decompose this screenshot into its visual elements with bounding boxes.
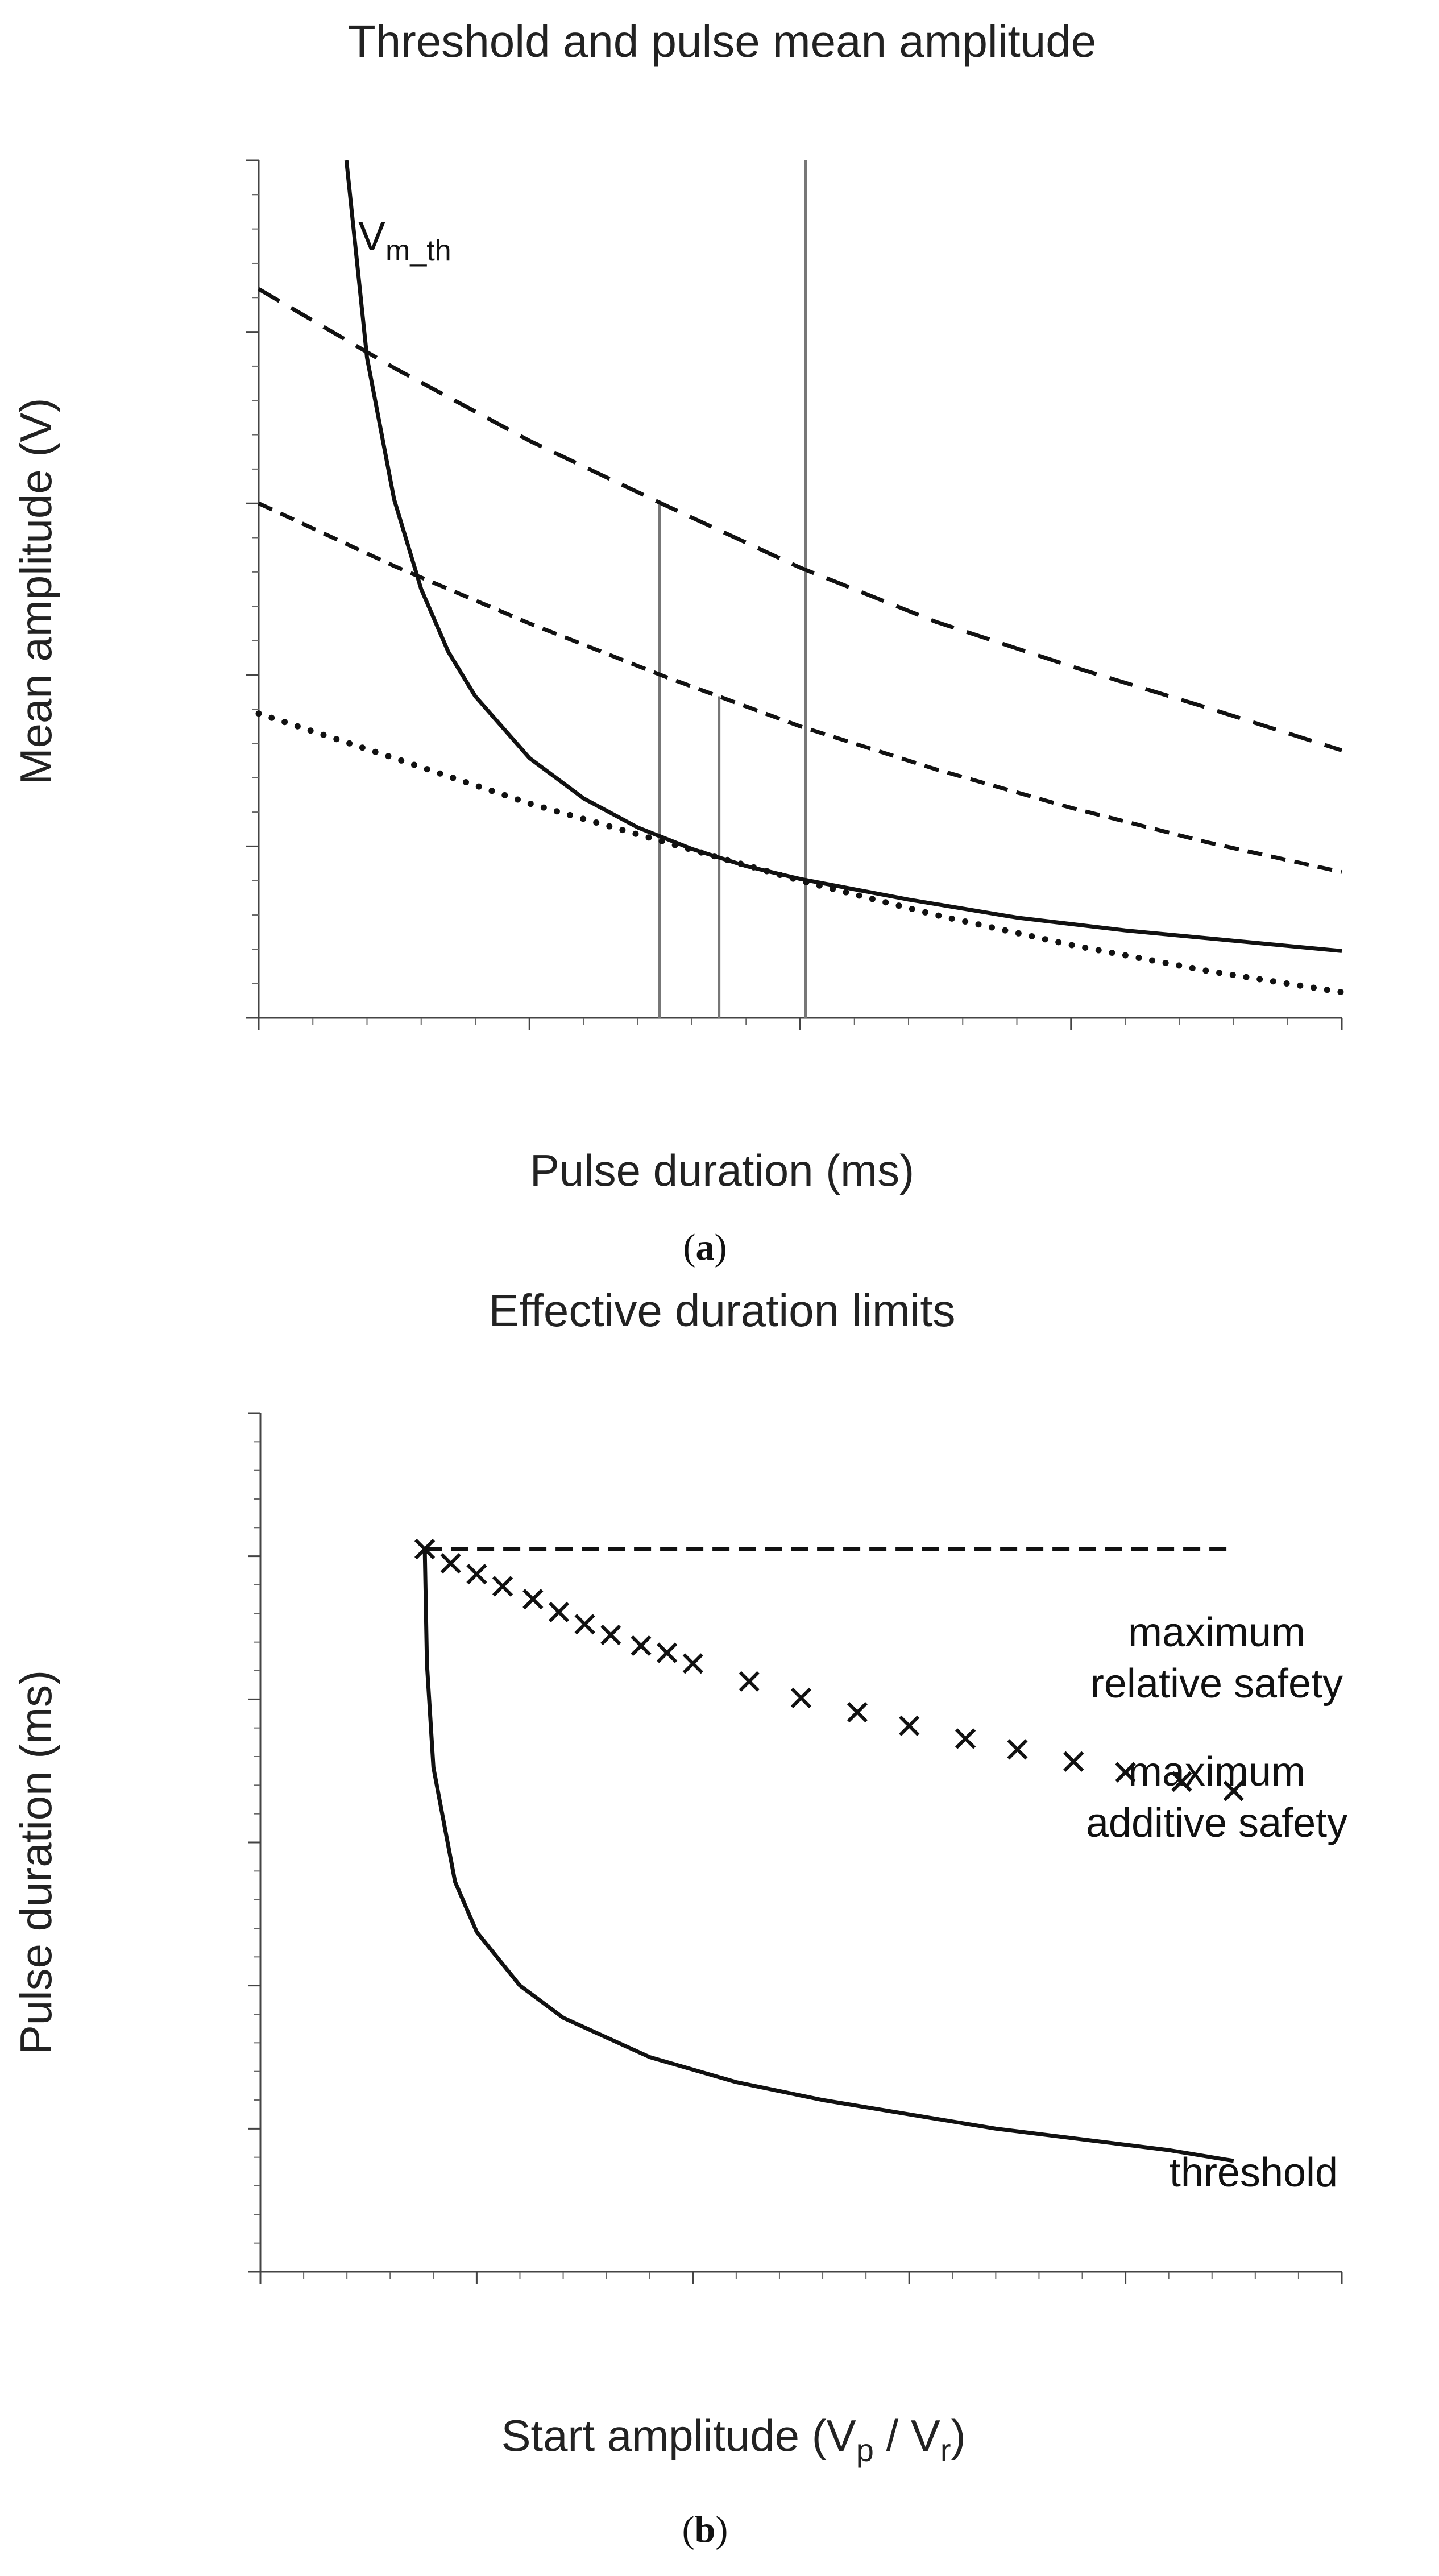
- label-additive-safety-2: additive safety: [1086, 1800, 1347, 1846]
- series-threshold-line: [344, 160, 1342, 953]
- additive-safety-point: [899, 1715, 920, 1737]
- additive-safety-point: [790, 1687, 812, 1708]
- additive-safety-point: [1223, 1780, 1244, 1801]
- additive-safety-point: [600, 1624, 621, 1646]
- panel-a-x-axis-label: Pulse duration (ms): [530, 1145, 914, 1195]
- additive-safety-point: [466, 1564, 487, 1585]
- panel-b-caption: (b): [682, 2509, 728, 2550]
- label-additive-safety-1: maximum: [1128, 1749, 1305, 1795]
- panel-a-threshold-label: Vm_th: [358, 214, 451, 267]
- additive-safety-point: [1115, 1762, 1136, 1783]
- additive-safety-point: [574, 1614, 595, 1635]
- additive-safety-point: [631, 1635, 652, 1656]
- series-pulse-amplitude-1-25-line: [258, 287, 1343, 752]
- additive-safety-point: [440, 1553, 461, 1574]
- additive-safety-point: [1171, 1771, 1192, 1792]
- additive-safety-point: [739, 1671, 760, 1692]
- additive-safety-point: [682, 1653, 703, 1674]
- panel-b-title: Effective duration limits: [488, 1285, 955, 1336]
- series-pulse-amplitude-0-76-line: [255, 710, 1345, 996]
- panel-a-title: Threshold and pulse mean amplitude: [348, 16, 1096, 67]
- panel-a-chart: Threshold and pulse mean amplitude Pulse…: [11, 16, 1345, 1268]
- label-relative-safety-2: relative safety: [1090, 1661, 1343, 1707]
- panel-a-caption: (a): [683, 1227, 727, 1268]
- panel-b-y-axis-label: Pulse duration (ms): [11, 1670, 61, 2055]
- additive-safety-point: [548, 1601, 570, 1622]
- additive-safety-point: [955, 1728, 976, 1749]
- additive-safety-point: [847, 1701, 868, 1723]
- additive-safety-point: [522, 1589, 544, 1610]
- additive-safety-point: [1063, 1751, 1084, 1772]
- additive-safety-point: [492, 1576, 513, 1597]
- series-threshold-line: [422, 1549, 1234, 2163]
- series-pulse-amplitude-1-0-line: [258, 502, 1342, 875]
- additive-safety-point: [1007, 1739, 1028, 1760]
- additive-safety-point: [414, 1538, 436, 1560]
- label-relative-safety-1: maximum: [1128, 1610, 1305, 1655]
- panel-b-chart: Effective duration limits Start amplitud…: [11, 1285, 1347, 2550]
- panel-a-y-axis-label: Mean amplitude (V): [11, 398, 61, 785]
- label-threshold: threshold: [1170, 2150, 1338, 2196]
- panel-b-x-axis-label: Start amplitude (Vp / Vr): [501, 2411, 965, 2468]
- additive-safety-point: [657, 1642, 678, 1663]
